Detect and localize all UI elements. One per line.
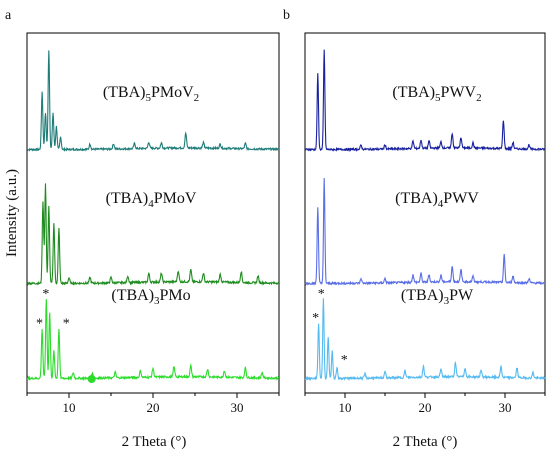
x-tick-label: 10	[339, 400, 352, 415]
series-label-b-0: (TBA)5PWV2	[392, 84, 481, 104]
x-tick-label: 20	[419, 400, 432, 415]
peak-dot	[87, 375, 96, 383]
panel-b-series	[304, 49, 546, 382]
peak-star-b-1: *	[318, 287, 325, 302]
series-label-a-1: (TBA)4PMoV	[106, 190, 197, 210]
x-tick-label: 30	[499, 400, 512, 415]
panel-a-series	[26, 50, 280, 382]
panel-a-x-axis-label: 2 Theta (°)	[122, 434, 187, 450]
series-label-a-2: (TBA)3PMo	[111, 287, 190, 307]
panel-a-x-axis: 10 20 30	[26, 393, 280, 415]
series-line-b-0	[304, 49, 546, 153]
panel-b-x-axis-label: 2 Theta (°)	[393, 434, 458, 450]
series-line-b-1	[304, 178, 546, 286]
y-axis-label: Intensity (a.u.)	[4, 169, 20, 257]
series-line-a-2	[26, 299, 280, 382]
peak-star-a-1: *	[42, 287, 49, 302]
peak-star-a-2: *	[63, 317, 70, 332]
series-line-b-2	[304, 298, 546, 382]
series-line-a-0	[26, 50, 280, 152]
peak-star-b-2: *	[341, 353, 348, 368]
series-label-b-1: (TBA)4PWV	[395, 190, 479, 210]
x-tick-label: 20	[147, 400, 160, 415]
panel-letter-a: a	[5, 8, 12, 23]
panel-b-x-axis: 10 20 30	[304, 393, 546, 415]
x-tick-label: 30	[231, 400, 244, 415]
peak-markers: * * * * * *	[36, 287, 348, 383]
series-labels: (TBA)5PMoV2 (TBA)4PMoV (TBA)3PMo (TBA)5PWV2…	[103, 84, 482, 307]
panel-letter-b: b	[283, 8, 290, 23]
series-label-a-0: (TBA)5PMoV2	[103, 84, 199, 104]
peak-star-a-0: *	[36, 317, 43, 332]
series-line-a-1	[26, 183, 280, 286]
series-label-b-2: (TBA)3PW	[401, 287, 474, 307]
x-tick-label: 10	[63, 400, 76, 415]
peak-star-b-0: *	[312, 311, 319, 326]
